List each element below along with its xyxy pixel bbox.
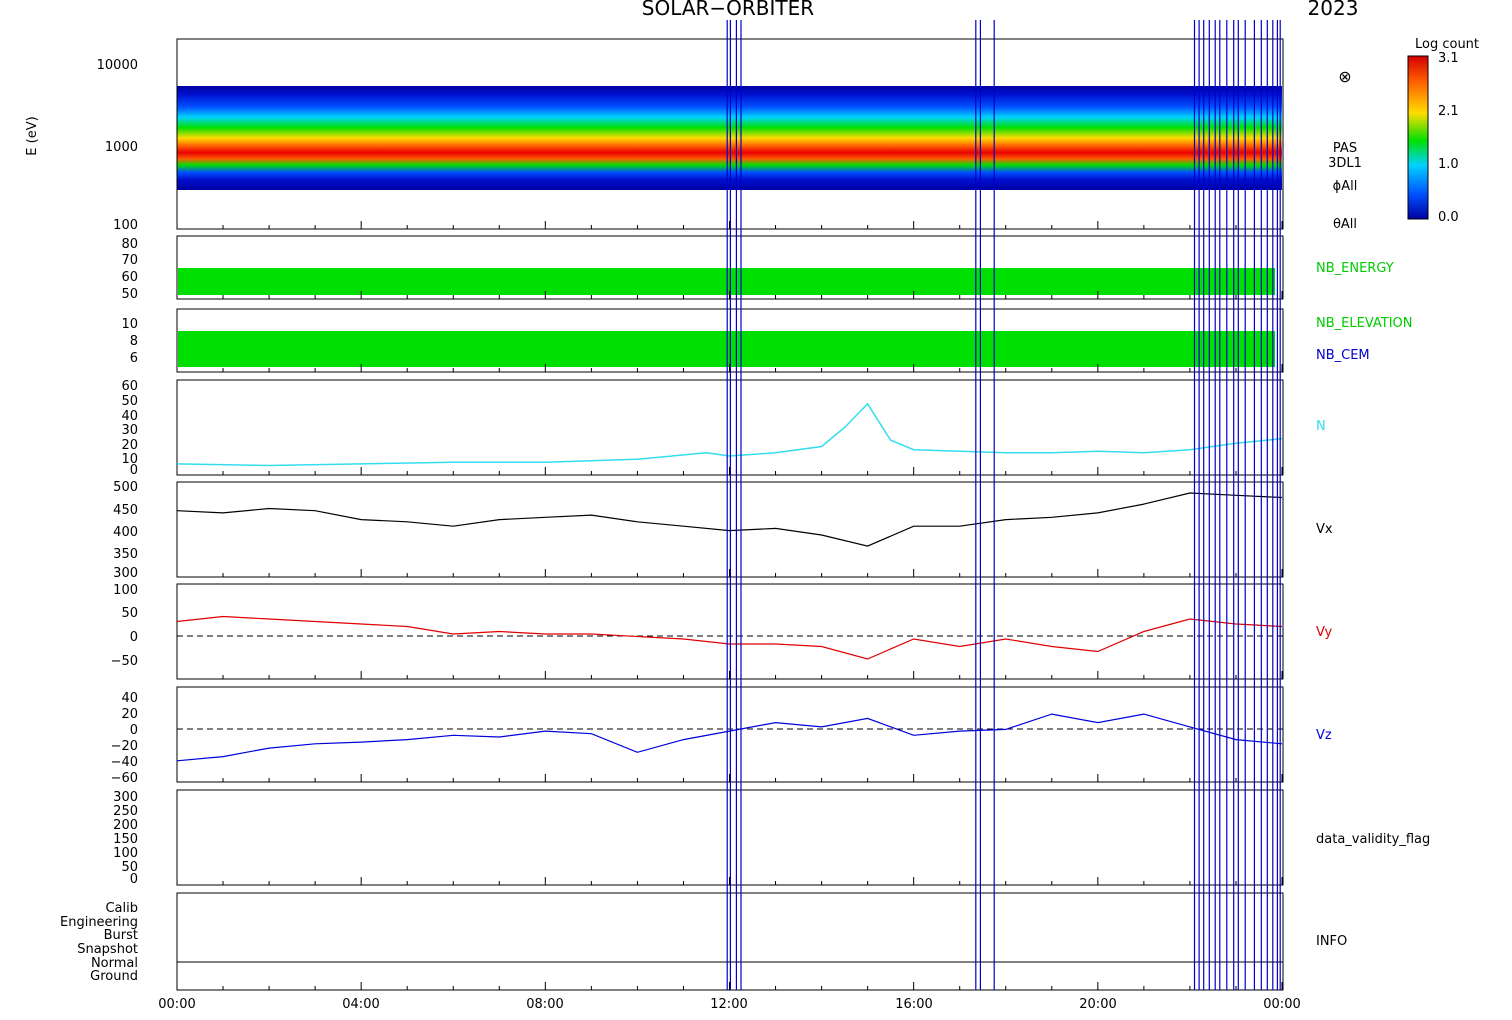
validity-panel: 300 250 200 150 100 50 0 data_validity_f… <box>113 789 1430 887</box>
vx-tick: 400 <box>113 525 138 540</box>
vz-tick: −60 <box>111 771 138 786</box>
colorbar-tick: 1.0 <box>1438 157 1459 172</box>
colorbar: Log count 3.1 2.1 1.0 0.0 <box>1407 37 1479 225</box>
vz-series-line <box>176 713 1283 762</box>
info-category: Burst <box>104 928 138 943</box>
vz-tick: 0 <box>130 723 138 738</box>
nb-elevation-tick: 8 <box>130 334 138 349</box>
density-tick: 30 <box>121 423 138 438</box>
nb-elevation-tick: 10 <box>121 317 138 332</box>
density-tick: 40 <box>121 409 138 424</box>
info-category: Calib <box>105 901 138 916</box>
info-category: Normal <box>91 956 138 971</box>
spectrogram-band <box>177 86 1282 190</box>
time-tick: 00:00 <box>158 997 195 1012</box>
validity-tick: 50 <box>121 860 138 875</box>
validity-tick: 300 <box>113 790 138 805</box>
vx-tick: 450 <box>113 503 138 518</box>
nb-elevation-label: NB_ELEVATION <box>1316 316 1413 331</box>
density-tick: 50 <box>121 394 138 409</box>
validity-label: data_validity_flag <box>1316 832 1430 847</box>
nb-energy-tick: 50 <box>121 287 138 302</box>
energy-axis-label: E (eV) <box>25 116 40 155</box>
vx-tick: 350 <box>113 547 138 562</box>
nb-energy-label: NB_ENERGY <box>1316 261 1394 276</box>
info-panel: Calib Engineering Burst Snapshot Normal … <box>60 892 1347 991</box>
time-tick: 20:00 <box>1079 997 1116 1012</box>
vy-series-line <box>176 615 1283 660</box>
vz-tick: 40 <box>121 691 138 706</box>
nb-elevation-tick: 6 <box>130 351 138 366</box>
info-category: Engineering <box>60 915 138 930</box>
product-label: 3DL1 <box>1328 156 1362 171</box>
theta-label: θAll <box>1333 217 1357 232</box>
colorbar-gradient <box>1407 55 1429 220</box>
nb-cem-label: NB_CEM <box>1316 348 1370 363</box>
date-label: 2023 <box>1308 0 1359 20</box>
phi-label: ϕAll <box>1333 179 1358 194</box>
info-label: INFO <box>1316 934 1347 949</box>
validity-tick: 0 <box>130 872 138 887</box>
validity-tick: 150 <box>113 832 138 847</box>
vy-panel: 100 50 0 −50 Vy <box>111 583 1333 680</box>
time-axis: 00:00 04:00 08:00 12:00 16:00 20:00 00:0… <box>158 997 1300 1012</box>
event-lines <box>726 20 1281 990</box>
colorbar-tick: 0.0 <box>1438 210 1459 225</box>
instrument-label: PAS <box>1333 141 1357 156</box>
direction-into-page-icon: ⊗ <box>1338 67 1351 86</box>
vz-tick: 20 <box>121 707 138 722</box>
vx-series-line <box>176 492 1283 547</box>
colorbar-tick: 2.1 <box>1438 104 1459 119</box>
colorbar-title: Log count <box>1415 37 1479 52</box>
vx-tick: 300 <box>113 566 138 581</box>
colorbar-tick: 3.1 <box>1438 51 1459 66</box>
time-tick: 00:00 <box>1263 997 1300 1012</box>
info-category: Snapshot <box>77 942 138 957</box>
vz-tick: −20 <box>111 739 138 754</box>
mission-title: SOLAR−ORBITER <box>642 0 814 20</box>
vx-tick: 500 <box>113 480 138 495</box>
time-tick: 16:00 <box>895 997 932 1012</box>
nb-elevation-panel: 10 8 6 NB_ELEVATION NB_CEM <box>121 308 1413 373</box>
nb-energy-panel: 80 70 60 50 NB_ENERGY <box>121 235 1394 302</box>
density-tick: 60 <box>121 379 138 394</box>
vx-label: Vx <box>1316 522 1333 537</box>
nb-energy-tick: 80 <box>121 237 138 252</box>
validity-tick: 250 <box>113 804 138 819</box>
nb-energy-band <box>178 268 1275 295</box>
nb-elevation-band <box>178 331 1275 367</box>
time-tick: 12:00 <box>710 997 747 1012</box>
time-tick: 08:00 <box>526 997 563 1012</box>
validity-tick: 100 <box>113 846 138 861</box>
energy-tick: 10000 <box>97 58 138 73</box>
density-label: N <box>1316 419 1326 434</box>
vz-label: Vz <box>1316 728 1332 743</box>
nb-energy-tick: 70 <box>121 253 138 268</box>
energy-spectrogram-panel: E (eV) 10000 1000 100 PAS 3DL1 ϕAll θAll… <box>25 38 1362 233</box>
nb-energy-tick: 60 <box>121 270 138 285</box>
info-category: Ground <box>90 969 138 984</box>
vy-tick: 0 <box>130 630 138 645</box>
density-tick: 10 <box>121 452 138 467</box>
vz-tick: −40 <box>111 755 138 770</box>
vx-panel: 500 450 400 350 300 Vx <box>113 480 1333 581</box>
energy-tick: 100 <box>113 218 138 233</box>
density-series-line <box>176 402 1283 467</box>
energy-tick: 1000 <box>105 140 138 155</box>
density-panel: 60 50 40 30 20 10 0 N <box>121 379 1325 478</box>
vy-tick: 50 <box>121 606 138 621</box>
density-tick: 20 <box>121 438 138 453</box>
vy-tick: 100 <box>113 583 138 598</box>
vz-panel: 40 20 0 −20 −40 −60 Vz <box>111 686 1332 786</box>
vy-label: Vy <box>1316 625 1333 640</box>
time-tick: 04:00 <box>342 997 379 1012</box>
validity-tick: 200 <box>113 818 138 833</box>
density-tick: 0 <box>130 463 138 478</box>
vy-tick: −50 <box>111 654 138 669</box>
